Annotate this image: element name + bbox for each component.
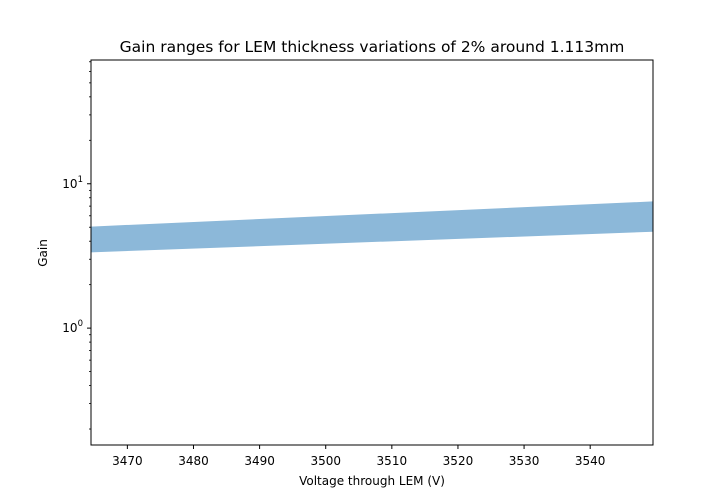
gain-range-band	[91, 201, 653, 253]
x-tick-label: 3490	[244, 454, 275, 468]
chart-title: Gain ranges for LEM thickness variations…	[120, 38, 625, 56]
y-ticks: 100 101	[62, 175, 91, 335]
y-axis-label: Gain	[36, 239, 50, 267]
x-tick-label: 3510	[377, 454, 408, 468]
x-tick-label: 3540	[575, 454, 606, 468]
x-tick-label: 3520	[443, 454, 474, 468]
y-tick-label: 100	[62, 319, 83, 335]
y-minor-ticks	[89, 61, 91, 430]
y-tick-label: 101	[62, 175, 83, 191]
axes-frame	[90, 59, 654, 446]
x-tick-label: 3480	[178, 454, 209, 468]
x-ticks: 3470 3480 3490 3500 3510 3520 3530 3540	[112, 445, 605, 468]
x-tick-label: 3500	[310, 454, 341, 468]
band-layer	[91, 201, 653, 253]
x-tick-label: 3470	[112, 454, 143, 468]
x-tick-label: 3530	[509, 454, 540, 468]
x-axis-label: Voltage through LEM (V)	[299, 474, 445, 488]
